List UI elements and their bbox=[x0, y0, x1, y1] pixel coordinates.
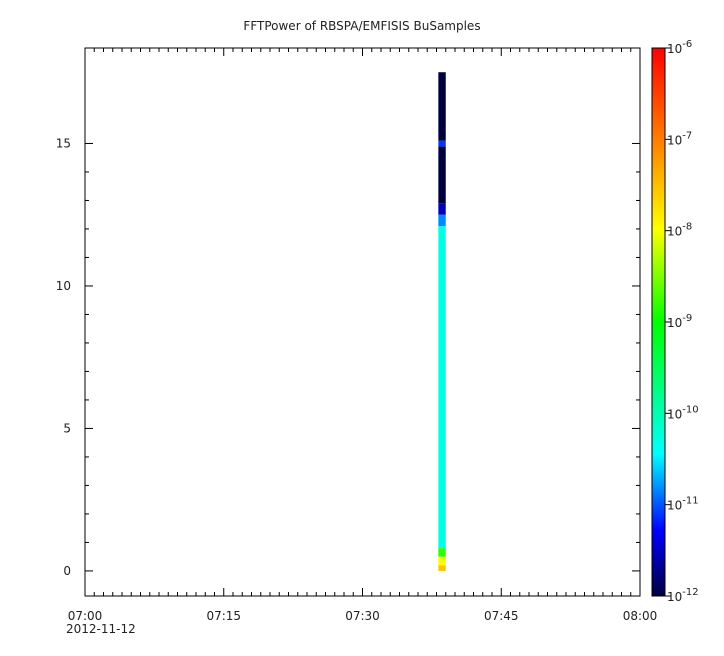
y-tick-label: 10 bbox=[56, 279, 71, 293]
spectrogram-cell bbox=[438, 146, 446, 204]
spectrogram-cell bbox=[438, 226, 446, 549]
x-tick-label: 07:15 bbox=[206, 609, 241, 623]
date-label: 2012-11-12 bbox=[66, 622, 136, 636]
colorbar-tick-exponent: -10 bbox=[682, 404, 698, 415]
y-tick-label: 15 bbox=[56, 136, 71, 150]
colorbar-tick-base: 10 bbox=[667, 407, 682, 421]
y-tick-label: 0 bbox=[63, 564, 71, 578]
colorbar-tick-label: 10-10 bbox=[667, 404, 699, 421]
spectrogram-cell bbox=[438, 140, 446, 147]
x-tick-label: 08:00 bbox=[623, 609, 658, 623]
colorbar-tick-label: 10-9 bbox=[667, 313, 692, 330]
colorbar-tick-base: 10 bbox=[667, 316, 682, 330]
colorbar-tick-exponent: -8 bbox=[682, 222, 692, 233]
spectrogram-cell bbox=[438, 565, 446, 571]
colorbar-tick-label: 10-11 bbox=[667, 496, 699, 513]
colorbar bbox=[651, 47, 666, 597]
x-tick-label: 07:45 bbox=[484, 609, 519, 623]
plot-frame bbox=[84, 47, 641, 597]
spectrogram-cell bbox=[438, 203, 446, 215]
colorbar-tick-base: 10 bbox=[667, 133, 682, 147]
colorbar-tick-base: 10 bbox=[667, 42, 682, 56]
colorbar-tick-label: 10-6 bbox=[667, 39, 692, 56]
colorbar-tick-base: 10 bbox=[667, 499, 682, 513]
colorbar-tick-exponent: -6 bbox=[682, 39, 692, 50]
colorbar-tick-label: 10-7 bbox=[667, 130, 692, 147]
colorbar-tick-exponent: -11 bbox=[682, 496, 698, 507]
colorbar-tick-exponent: -9 bbox=[682, 313, 692, 324]
colorbar-tick-exponent: -7 bbox=[682, 130, 692, 141]
y-tick-label: 5 bbox=[63, 421, 71, 435]
spectrogram-cell bbox=[438, 214, 446, 227]
spectrogram-cell bbox=[438, 548, 446, 557]
x-tick-label: 07:00 bbox=[68, 609, 103, 623]
chart-title: FFTPower of RBSPA/EMFISIS BuSamples bbox=[243, 19, 480, 33]
colorbar-tick-base: 10 bbox=[667, 590, 682, 604]
colorbar-tick-exponent: -12 bbox=[682, 587, 698, 598]
x-tick-label: 07:30 bbox=[345, 609, 380, 623]
spectrogram-cell bbox=[438, 72, 446, 141]
colorbar-tick-label: 10-12 bbox=[667, 587, 699, 604]
colorbar-tick-label: 10-8 bbox=[667, 222, 692, 239]
colorbar-tick-base: 10 bbox=[667, 225, 682, 239]
spectrogram-cell bbox=[438, 556, 446, 566]
